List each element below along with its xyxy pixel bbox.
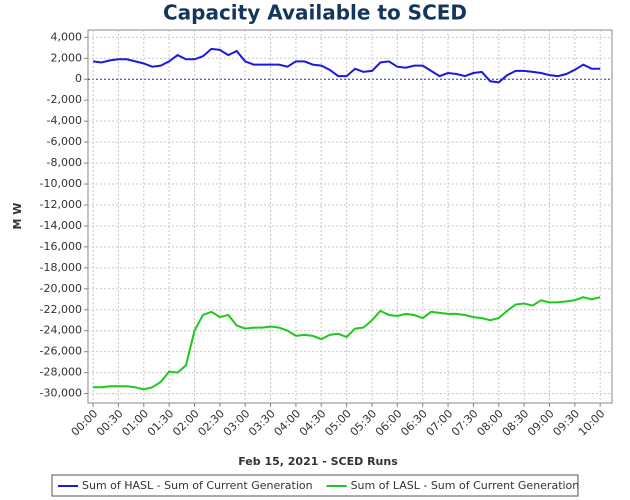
legend-label: Sum of HASL - Sum of Current Generation	[82, 479, 313, 492]
y-tick-label: 4,000	[51, 30, 83, 43]
legend	[51, 474, 579, 497]
y-axis-label: M W	[11, 203, 24, 230]
y-tick-label: -2,000	[47, 93, 82, 106]
y-tick-label: 0	[75, 72, 82, 85]
x-tick-label: 07:30	[449, 407, 481, 439]
y-tick-label: -6,000	[47, 135, 82, 148]
x-tick-label: 03:00	[221, 407, 253, 439]
x-tick-label: 00:00	[69, 407, 101, 439]
y-tick-label: -22,000	[40, 303, 82, 316]
x-tick-label: 06:00	[373, 407, 405, 439]
y-tick-label: -18,000	[40, 261, 82, 274]
series-line	[92, 47, 601, 84]
y-tick-label: -28,000	[40, 366, 82, 379]
x-tick-label: 08:30	[500, 407, 532, 439]
y-tick-label: -16,000	[40, 240, 82, 253]
series-line	[93, 296, 601, 391]
x-tick-label: 02:00	[170, 407, 202, 439]
plot-area	[87, 29, 613, 404]
x-tick-label: 05:00	[322, 407, 354, 439]
x-tick-label: 10:00	[576, 407, 608, 439]
x-tick-label: 04:00	[272, 407, 304, 439]
x-tick-label: 03:30	[246, 407, 278, 439]
y-tick-label: -24,000	[40, 324, 82, 337]
y-tick-label: -4,000	[47, 114, 82, 127]
x-tick-label: 01:30	[145, 407, 177, 439]
x-tick-label: 07:00	[424, 407, 456, 439]
y-tick-label: -12,000	[40, 198, 82, 211]
y-tick-label: -10,000	[40, 177, 82, 190]
x-tick-label: 05:30	[348, 407, 380, 439]
x-axis-label: Feb 15, 2021 - SCED Runs	[238, 455, 398, 468]
legend-label: Sum of LASL - Sum of Current Generation	[351, 479, 580, 492]
x-tick-label: 04:30	[297, 407, 329, 439]
x-tick-label: 08:00	[474, 407, 506, 439]
chart-title: Capacity Available to SCED	[163, 1, 467, 25]
y-tick-label: 2,000	[51, 51, 83, 64]
x-tick-label: 09:00	[525, 407, 557, 439]
x-tick-label: 02:30	[195, 407, 227, 439]
y-tick-label: -8,000	[47, 156, 82, 169]
y-tick-label: -30,000	[40, 387, 82, 400]
x-tick-label: 06:30	[398, 407, 430, 439]
y-tick-label: -20,000	[40, 282, 82, 295]
x-tick-label: 00:30	[94, 407, 126, 439]
x-tick-label: 01:00	[119, 407, 151, 439]
x-tick-label: 09:30	[550, 407, 582, 439]
y-tick-label: -14,000	[40, 219, 82, 232]
y-tick-label: -26,000	[40, 345, 82, 358]
